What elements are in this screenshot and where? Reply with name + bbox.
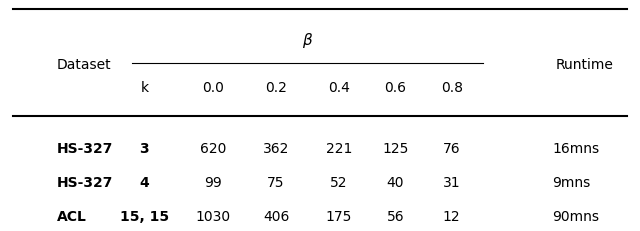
Text: 620: 620	[200, 143, 227, 156]
Text: 175: 175	[326, 210, 352, 224]
Text: 9mns: 9mns	[552, 176, 590, 190]
Text: 0.6: 0.6	[384, 81, 406, 95]
Text: HS-327: HS-327	[56, 143, 113, 156]
Text: 0.8: 0.8	[441, 81, 463, 95]
Text: 40: 40	[387, 176, 404, 190]
Text: 56: 56	[387, 210, 404, 224]
Text: $\beta$: $\beta$	[302, 31, 313, 50]
Text: 362: 362	[263, 143, 289, 156]
Text: 0.2: 0.2	[265, 81, 287, 95]
Text: 4: 4	[140, 176, 149, 190]
Text: 221: 221	[326, 143, 352, 156]
Text: Dataset: Dataset	[56, 58, 111, 72]
Text: 15, 15: 15, 15	[120, 210, 169, 224]
Text: 52: 52	[330, 176, 348, 190]
Text: 1030: 1030	[196, 210, 231, 224]
Text: Runtime: Runtime	[556, 58, 613, 72]
Text: 0.4: 0.4	[328, 81, 349, 95]
Text: 3: 3	[140, 143, 149, 156]
Text: 31: 31	[443, 176, 461, 190]
Text: 75: 75	[268, 176, 285, 190]
Text: 90mns: 90mns	[552, 210, 599, 224]
Text: k: k	[140, 81, 148, 95]
Text: 16mns: 16mns	[552, 143, 599, 156]
Text: 99: 99	[205, 176, 222, 190]
Text: 125: 125	[382, 143, 408, 156]
Text: 76: 76	[443, 143, 461, 156]
Text: 406: 406	[263, 210, 289, 224]
Text: 0.0: 0.0	[202, 81, 224, 95]
Text: 12: 12	[443, 210, 461, 224]
Text: HS-327: HS-327	[56, 176, 113, 190]
Text: ACL: ACL	[56, 210, 86, 224]
